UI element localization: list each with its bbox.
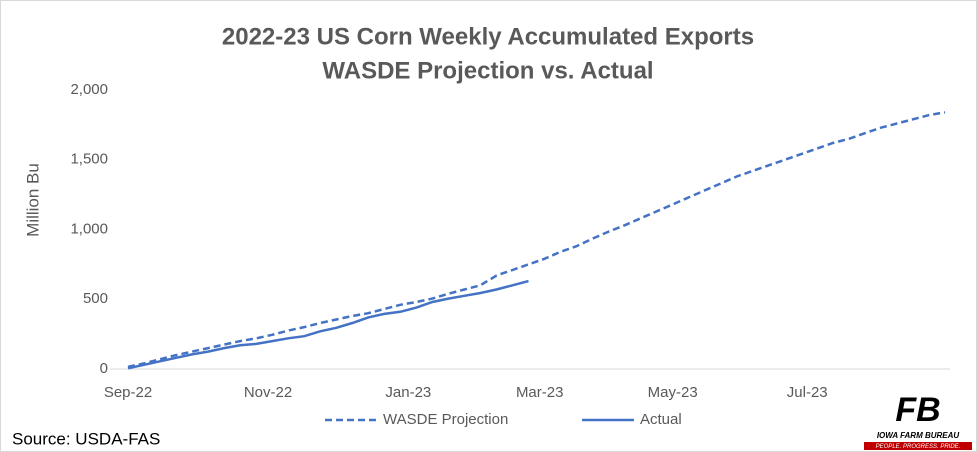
- series-line: [127, 279, 529, 370]
- y-tick-label: 1,500: [70, 151, 108, 168]
- y-tick-label: 2,000: [70, 81, 108, 98]
- logo-name: IOWA FARM BUREAU: [877, 431, 960, 440]
- legend-label: Actual: [640, 411, 682, 428]
- x-tick-label: May-23: [648, 384, 698, 401]
- x-tick-label: Jan-23: [385, 384, 431, 401]
- chart-title: 2022-23 US Corn Weekly Accumulated Expor…: [222, 23, 754, 50]
- logo-band: [864, 442, 972, 450]
- x-tick-label: Mar-23: [516, 384, 564, 401]
- legend-label: WASDE Projection: [383, 411, 508, 428]
- source: Source: USDA-FAS: [12, 429, 160, 448]
- logo-tagline: PEOPLE. PROGRESS. PRIDE.: [876, 444, 961, 450]
- x-tick-label: Jul-23: [787, 384, 828, 401]
- logo-mark: FB: [895, 391, 940, 429]
- y-tick-label: 0: [100, 360, 108, 377]
- chart-subtitle: WASDE Projection vs. Actual: [322, 57, 653, 84]
- x-tick-label: Sep-22: [104, 384, 152, 401]
- series-line: [127, 111, 946, 369]
- y-tick-label: 1,000: [70, 220, 108, 237]
- y-axis-label: Million Bu: [23, 163, 42, 237]
- y-tick-label: 500: [83, 290, 108, 307]
- x-tick-label: Nov-22: [244, 384, 292, 401]
